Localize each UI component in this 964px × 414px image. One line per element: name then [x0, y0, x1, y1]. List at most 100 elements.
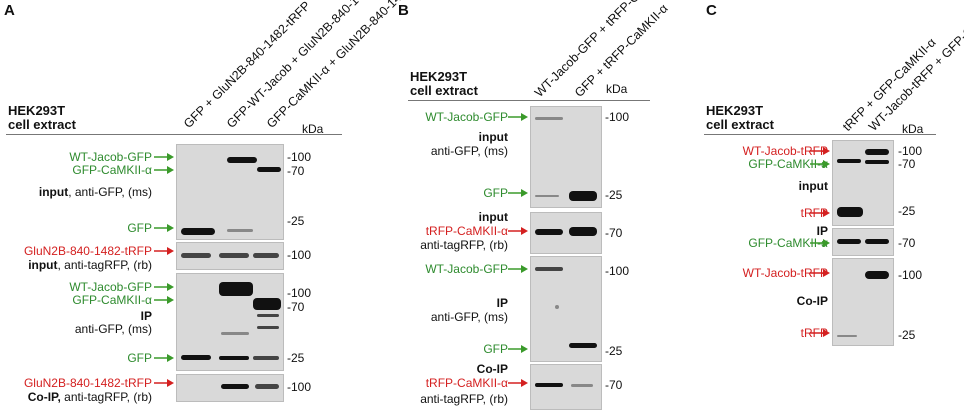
panel-c-label-wt-jacob-trfp-2: WT-Jacob-tRFP [742, 266, 828, 280]
band [571, 384, 593, 387]
panel-b-blot-coip [530, 364, 602, 410]
panel-a-ip-antibody: anti-GFP, (ms) [74, 322, 152, 336]
red-arrow-icon [810, 329, 830, 337]
band [569, 191, 597, 201]
green-arrow-icon [508, 345, 528, 353]
panel-b-header-line2: cell extract [410, 83, 478, 98]
band [535, 195, 559, 197]
panel-a-label-gfp-camkii: GFP-CaMKII-α [72, 163, 152, 177]
panel-a-mw-25-c: -25 [287, 351, 305, 365]
panel-a-blot-input-gfp [176, 144, 284, 240]
panel-a-label-gfp-2: GFP [127, 351, 152, 365]
panel-a-mw-70: -70 [287, 164, 305, 178]
panel-b-header-rule [408, 100, 650, 101]
caption-rest: , anti-GFP, (ms) [68, 185, 152, 199]
panel-c-mw-70: -70 [898, 157, 916, 171]
panel-c-label-gfp-camkii: GFP-CaMKII-α [748, 157, 828, 171]
panel-a-label-gfp-camkii-2: GFP-CaMKII-α [72, 293, 152, 307]
panel-c-blot-coip [832, 258, 894, 346]
green-arrow-icon [154, 296, 174, 304]
panel-c-label-wt-jacob-trfp: WT-Jacob-tRFP [742, 144, 828, 158]
band [837, 239, 861, 244]
panel-a-header: HEK293T cell extract [8, 104, 76, 132]
panel-b-label-gfp: GFP [483, 186, 508, 200]
panel-b-letter: B [398, 2, 409, 19]
panel-b-label-wt-jacob-gfp: WT-Jacob-GFP [425, 110, 508, 124]
red-arrow-icon [154, 379, 174, 387]
green-arrow-icon [154, 166, 174, 174]
band [865, 271, 889, 279]
band [865, 149, 889, 155]
band [253, 356, 279, 360]
panel-a-mw-100-b: -100 [287, 248, 312, 262]
band [535, 229, 563, 235]
panel-a-ip-caption: IP [140, 309, 152, 323]
panel-c-mw-70-b: -70 [898, 236, 916, 250]
panel-c-input-caption: input [798, 179, 828, 193]
panel-c-header-line2: cell extract [706, 117, 774, 132]
band [181, 253, 211, 258]
band [227, 229, 253, 232]
panel-b-header: HEK293T cell extract [410, 70, 478, 98]
band [181, 228, 215, 235]
panel-b-mw-70: -70 [605, 226, 623, 240]
panel-c-mw-100-c: -100 [898, 268, 923, 282]
red-arrow-icon [508, 379, 528, 387]
band [257, 167, 281, 172]
panel-b-label-gfp-2: GFP [483, 342, 508, 356]
band [865, 239, 889, 244]
band [221, 384, 249, 389]
red-arrow-icon [810, 209, 830, 217]
green-arrow-icon [810, 160, 830, 168]
panel-a-label-wt-jacob-gfp-2: WT-Jacob-GFP [69, 280, 152, 294]
panel-b-kda: kDa [606, 82, 628, 96]
panel-a-mw-100-c: -100 [287, 286, 312, 300]
panel-b-header-line1: HEK293T [410, 69, 468, 84]
panel-a-mw-100: -100 [287, 150, 312, 164]
panel-b-blot-input-rfp [530, 212, 602, 254]
panel-c-ip-caption: IP [816, 224, 828, 238]
panel-b-coip-antibody: anti-tagRFP, (rb) [420, 392, 508, 406]
panel-c-mw-25: -25 [898, 204, 916, 218]
band [535, 383, 563, 387]
panel-a-input2-caption: input, anti-tagRFP, (rb) [28, 258, 152, 272]
panel-a-mw-100-d: -100 [287, 380, 312, 394]
caption-rest: , anti-tagRFP, (rb) [57, 258, 152, 272]
caption-rest: anti-tagRFP, (rb) [60, 390, 152, 404]
panel-a-kda: kDa [302, 122, 324, 136]
panel-b-label-trfp-camkii-2: tRFP-CaMKII-α [425, 376, 508, 390]
panel-b-mw-25-c: -25 [605, 344, 623, 358]
panel-a-blot-coip [176, 374, 284, 402]
red-arrow-icon [810, 147, 830, 155]
band [255, 384, 279, 389]
band [253, 298, 281, 310]
panel-c-mw-25-c: -25 [898, 328, 916, 342]
band [219, 356, 249, 360]
panel-b-blot-ip [530, 256, 602, 362]
panel-b-blot-input-gfp [530, 106, 602, 208]
panel-c-header-rule [704, 134, 936, 135]
panel-c-blot-ip [832, 228, 894, 256]
panel-c-blot-input [832, 140, 894, 226]
green-arrow-icon [508, 189, 528, 197]
panel-a-label-wt-jacob-gfp: WT-Jacob-GFP [69, 150, 152, 164]
panel-b-input1-antibody: anti-GFP, (ms) [430, 144, 508, 158]
panel-a-header-line1: HEK293T [8, 103, 66, 118]
band [257, 314, 279, 317]
band [221, 332, 249, 335]
panel-c-kda: kDa [902, 122, 924, 136]
green-arrow-icon [154, 354, 174, 362]
band [865, 160, 889, 164]
panel-c-coip-caption: Co-IP [796, 294, 828, 308]
band [227, 157, 257, 163]
panel-a-label-glun2b: GluN2B-840-1482-tRFP [23, 244, 152, 258]
panel-b-label-wt-jacob-gfp-2: WT-Jacob-GFP [425, 262, 508, 276]
caption-bold: input [38, 185, 69, 199]
red-arrow-icon [810, 269, 830, 277]
band [181, 355, 211, 360]
green-arrow-icon [154, 224, 174, 232]
panel-a-input1-caption: input, anti-GFP, (ms) [39, 185, 152, 199]
panel-b-coip-caption: Co-IP [476, 362, 508, 376]
red-arrow-icon [508, 227, 528, 235]
panel-a-mw-25: -25 [287, 214, 305, 228]
